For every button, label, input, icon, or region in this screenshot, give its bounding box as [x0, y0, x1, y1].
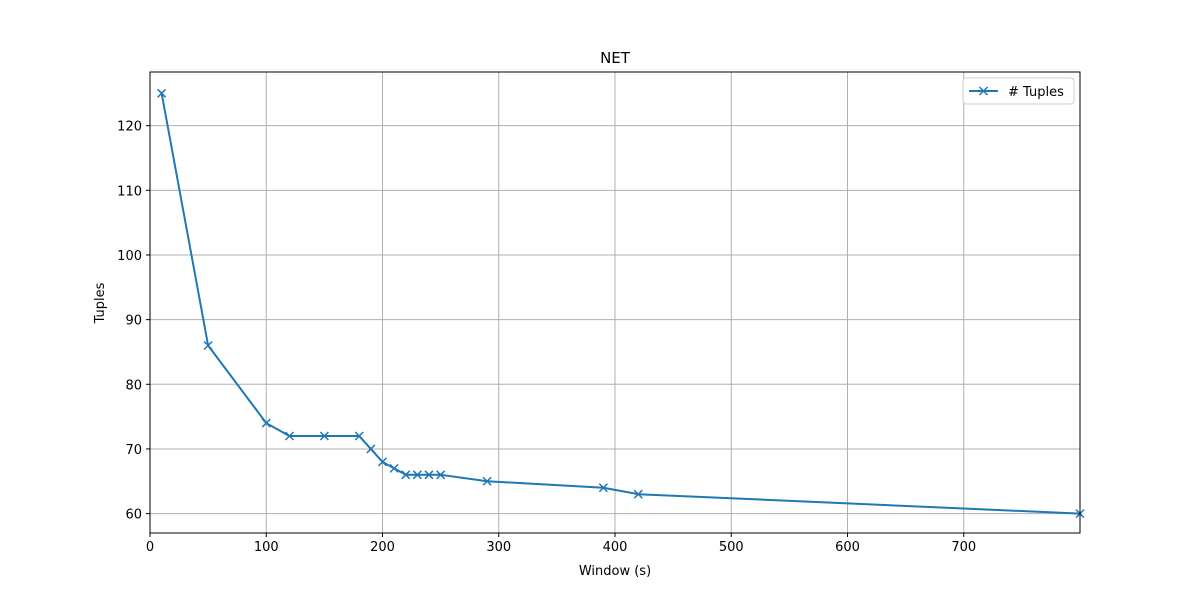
- x-tick-label: 100: [254, 540, 279, 555]
- y-tick-label: 60: [125, 508, 142, 523]
- data-point-marker: [401, 470, 411, 480]
- data-point-marker: [598, 483, 608, 493]
- legend-label: # Tuples: [1008, 85, 1064, 100]
- legend: # Tuples: [962, 77, 1075, 105]
- data-point-marker: [319, 431, 329, 441]
- data-point-marker: [424, 470, 434, 480]
- data-point-marker: [261, 418, 271, 428]
- x-tick-label: 400: [603, 540, 628, 555]
- data-point-marker: [633, 489, 643, 499]
- data-point-marker: [203, 340, 213, 351]
- x-tick-label: 200: [370, 540, 395, 555]
- y-tick-label: 70: [125, 443, 142, 458]
- data-point-marker: [377, 457, 388, 467]
- x-tick-label: 500: [719, 540, 744, 555]
- data-point-marker: [284, 431, 295, 441]
- data-point-marker: [157, 88, 167, 98]
- y-tick-label: 110: [117, 184, 142, 199]
- y-tick-label: 120: [117, 120, 142, 135]
- y-tick-label: 90: [125, 314, 142, 329]
- chart-title: NET: [600, 49, 631, 67]
- data-point-marker: [436, 470, 446, 480]
- data-point-marker: [482, 476, 492, 486]
- data-point-marker: [354, 431, 364, 441]
- data-point-marker: [366, 444, 376, 454]
- legend-box: [962, 77, 1075, 105]
- gridlines: [149, 72, 1080, 533]
- y-tick-label: 80: [125, 378, 142, 393]
- y-axis-ticks: 60 70 80 90 100 110 120: [117, 120, 150, 523]
- x-tick-label: 600: [835, 540, 860, 555]
- x-tick-label: 700: [951, 540, 976, 555]
- data-point-marker: [412, 470, 422, 480]
- x-axis-ticks: 0 100 200 300 400 500 600 700: [146, 533, 976, 555]
- x-axis-label: Window (s): [579, 564, 651, 579]
- y-tick-label: 100: [117, 249, 142, 264]
- x-tick-label: 300: [486, 540, 511, 555]
- x-tick-label: 0: [146, 540, 154, 555]
- data-point-marker: [389, 463, 399, 473]
- y-axis-label: Tuples: [93, 282, 108, 324]
- series-layer: [157, 88, 1085, 519]
- legend-marker-x-icon: [978, 86, 989, 96]
